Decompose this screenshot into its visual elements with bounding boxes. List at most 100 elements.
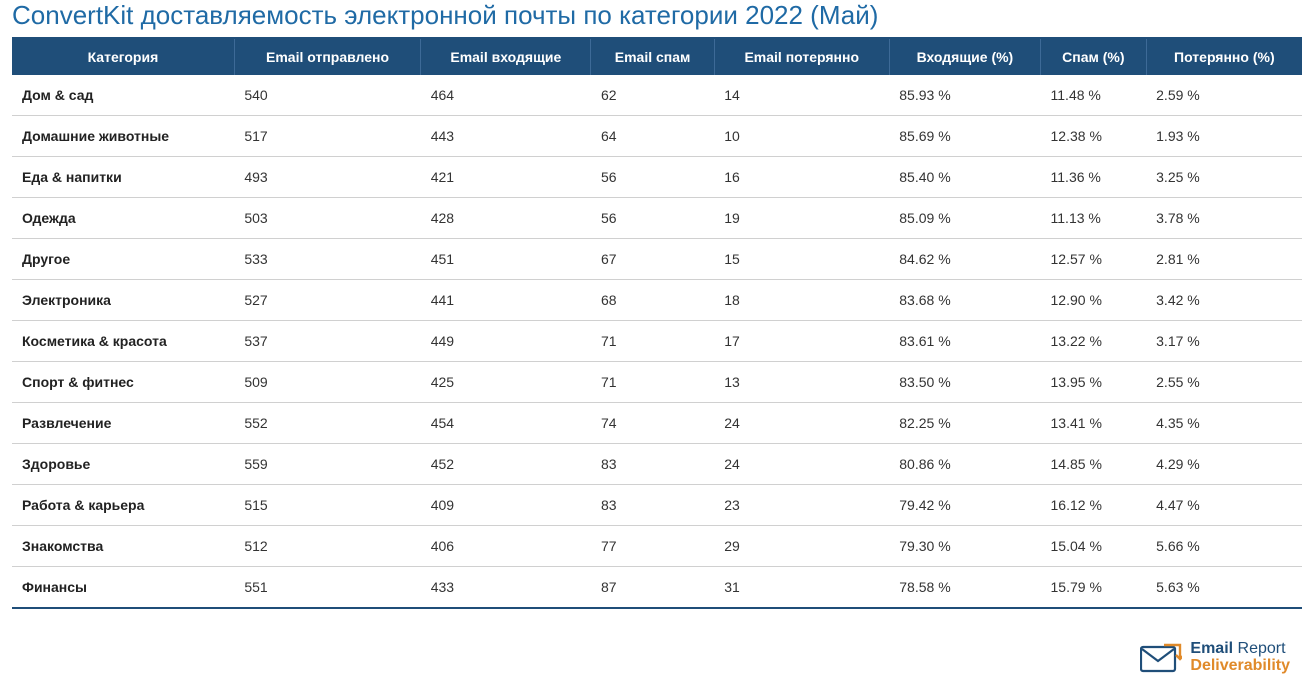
category-cell: Домашние животные bbox=[12, 116, 234, 157]
value-cell: 4.47 % bbox=[1146, 485, 1302, 526]
value-cell: 1.93 % bbox=[1146, 116, 1302, 157]
table-header-cell: Email входящие bbox=[421, 38, 591, 75]
value-cell: 56 bbox=[591, 157, 714, 198]
value-cell: 16.12 % bbox=[1041, 485, 1147, 526]
value-cell: 12.38 % bbox=[1041, 116, 1147, 157]
category-cell: Дом & сад bbox=[12, 75, 234, 116]
value-cell: 12.57 % bbox=[1041, 239, 1147, 280]
value-cell: 406 bbox=[421, 526, 591, 567]
value-cell: 84.62 % bbox=[889, 239, 1040, 280]
value-cell: 449 bbox=[421, 321, 591, 362]
value-cell: 5.63 % bbox=[1146, 567, 1302, 609]
value-cell: 16 bbox=[714, 157, 889, 198]
value-cell: 62 bbox=[591, 75, 714, 116]
value-cell: 24 bbox=[714, 403, 889, 444]
value-cell: 82.25 % bbox=[889, 403, 1040, 444]
table-row: Работа & карьера515409832379.42 %16.12 %… bbox=[12, 485, 1302, 526]
value-cell: 79.42 % bbox=[889, 485, 1040, 526]
value-cell: 451 bbox=[421, 239, 591, 280]
value-cell: 13.95 % bbox=[1041, 362, 1147, 403]
value-cell: 4.29 % bbox=[1146, 444, 1302, 485]
value-cell: 71 bbox=[591, 362, 714, 403]
value-cell: 421 bbox=[421, 157, 591, 198]
value-cell: 83.50 % bbox=[889, 362, 1040, 403]
value-cell: 79.30 % bbox=[889, 526, 1040, 567]
value-cell: 11.48 % bbox=[1041, 75, 1147, 116]
value-cell: 3.17 % bbox=[1146, 321, 1302, 362]
table-header-cell: Входящие (%) bbox=[889, 38, 1040, 75]
table-header-cell: Email потерянно bbox=[714, 38, 889, 75]
value-cell: 78.58 % bbox=[889, 567, 1040, 609]
category-cell: Знакомства bbox=[12, 526, 234, 567]
table-header-cell: Email отправлено bbox=[234, 38, 420, 75]
table-row: Развлечение552454742482.25 %13.41 %4.35 … bbox=[12, 403, 1302, 444]
table-row: Домашние животные517443641085.69 %12.38 … bbox=[12, 116, 1302, 157]
value-cell: 12.90 % bbox=[1041, 280, 1147, 321]
value-cell: 10 bbox=[714, 116, 889, 157]
value-cell: 3.78 % bbox=[1146, 198, 1302, 239]
table-row: Знакомства512406772979.30 %15.04 %5.66 % bbox=[12, 526, 1302, 567]
value-cell: 13 bbox=[714, 362, 889, 403]
value-cell: 67 bbox=[591, 239, 714, 280]
value-cell: 512 bbox=[234, 526, 420, 567]
value-cell: 29 bbox=[714, 526, 889, 567]
value-cell: 5.66 % bbox=[1146, 526, 1302, 567]
footer-word-report: Report bbox=[1238, 640, 1286, 657]
category-cell: Еда & напитки bbox=[12, 157, 234, 198]
value-cell: 11.36 % bbox=[1041, 157, 1147, 198]
value-cell: 517 bbox=[234, 116, 420, 157]
value-cell: 537 bbox=[234, 321, 420, 362]
value-cell: 428 bbox=[421, 198, 591, 239]
category-cell: Развлечение bbox=[12, 403, 234, 444]
footer-brand-text: Email Report Deliverability bbox=[1190, 641, 1290, 675]
value-cell: 441 bbox=[421, 280, 591, 321]
footer-word-deliverability: Deliverability bbox=[1190, 658, 1290, 675]
value-cell: 2.59 % bbox=[1146, 75, 1302, 116]
category-cell: Другое bbox=[12, 239, 234, 280]
value-cell: 56 bbox=[591, 198, 714, 239]
value-cell: 452 bbox=[421, 444, 591, 485]
value-cell: 464 bbox=[421, 75, 591, 116]
value-cell: 80.86 % bbox=[889, 444, 1040, 485]
table-row: Еда & напитки493421561685.40 %11.36 %3.2… bbox=[12, 157, 1302, 198]
table-header-row: КатегорияEmail отправленоEmail входящиеE… bbox=[12, 38, 1302, 75]
value-cell: 31 bbox=[714, 567, 889, 609]
value-cell: 454 bbox=[421, 403, 591, 444]
category-cell: Спорт & фитнес bbox=[12, 362, 234, 403]
value-cell: 83.68 % bbox=[889, 280, 1040, 321]
value-cell: 74 bbox=[591, 403, 714, 444]
value-cell: 18 bbox=[714, 280, 889, 321]
table-header-cell: Email спам bbox=[591, 38, 714, 75]
table-row: Дом & сад540464621485.93 %11.48 %2.59 % bbox=[12, 75, 1302, 116]
value-cell: 433 bbox=[421, 567, 591, 609]
table-header-cell: Категория bbox=[12, 38, 234, 75]
value-cell: 527 bbox=[234, 280, 420, 321]
value-cell: 19 bbox=[714, 198, 889, 239]
value-cell: 493 bbox=[234, 157, 420, 198]
envelope-icon bbox=[1140, 641, 1182, 675]
value-cell: 68 bbox=[591, 280, 714, 321]
value-cell: 3.42 % bbox=[1146, 280, 1302, 321]
value-cell: 71 bbox=[591, 321, 714, 362]
value-cell: 425 bbox=[421, 362, 591, 403]
value-cell: 77 bbox=[591, 526, 714, 567]
value-cell: 85.93 % bbox=[889, 75, 1040, 116]
value-cell: 85.40 % bbox=[889, 157, 1040, 198]
value-cell: 83 bbox=[591, 444, 714, 485]
value-cell: 533 bbox=[234, 239, 420, 280]
category-cell: Одежда bbox=[12, 198, 234, 239]
table-row: Одежда503428561985.09 %11.13 %3.78 % bbox=[12, 198, 1302, 239]
footer-word-email: Email bbox=[1190, 640, 1233, 657]
value-cell: 15 bbox=[714, 239, 889, 280]
value-cell: 23 bbox=[714, 485, 889, 526]
value-cell: 83 bbox=[591, 485, 714, 526]
deliverability-table: КатегорияEmail отправленоEmail входящиеE… bbox=[12, 37, 1302, 609]
table-row: Спорт & фитнес509425711383.50 %13.95 %2.… bbox=[12, 362, 1302, 403]
value-cell: 24 bbox=[714, 444, 889, 485]
value-cell: 13.22 % bbox=[1041, 321, 1147, 362]
category-cell: Здоровье bbox=[12, 444, 234, 485]
value-cell: 17 bbox=[714, 321, 889, 362]
value-cell: 85.69 % bbox=[889, 116, 1040, 157]
value-cell: 552 bbox=[234, 403, 420, 444]
value-cell: 14.85 % bbox=[1041, 444, 1147, 485]
